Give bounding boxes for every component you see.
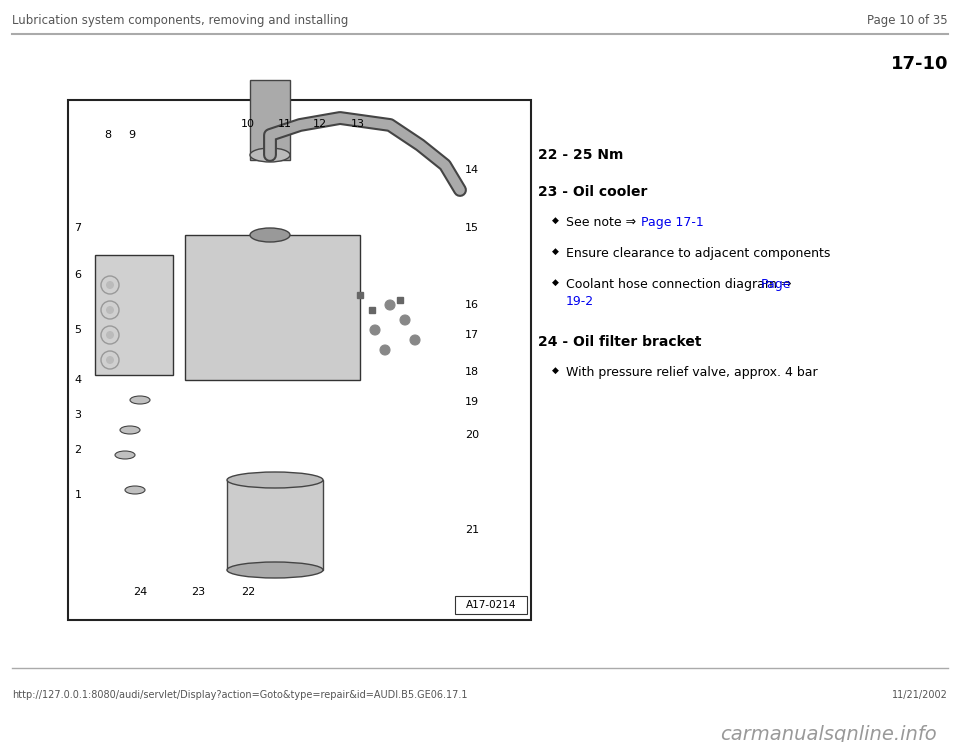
Bar: [250, 80, 290, 160]
Text: 13: 13: [351, 119, 365, 129]
Text: ◆: ◆: [552, 278, 559, 287]
Text: Page: Page: [761, 278, 791, 291]
Text: 7: 7: [75, 223, 82, 233]
Text: 20: 20: [465, 430, 479, 440]
Text: 11: 11: [278, 119, 292, 129]
Text: 23: 23: [191, 587, 205, 597]
Text: 12: 12: [313, 119, 327, 129]
Circle shape: [370, 325, 380, 335]
Text: Page 17-1: Page 17-1: [641, 216, 704, 229]
Text: 9: 9: [129, 130, 135, 140]
Bar: [185, 235, 360, 380]
Text: 14: 14: [465, 165, 479, 175]
Circle shape: [410, 335, 420, 345]
Text: Ensure clearance to adjacent components: Ensure clearance to adjacent components: [566, 247, 830, 260]
Circle shape: [380, 345, 390, 355]
Text: 18: 18: [465, 367, 479, 377]
Circle shape: [400, 315, 410, 325]
Ellipse shape: [115, 451, 135, 459]
Text: 15: 15: [465, 223, 479, 233]
Bar: [455, 596, 527, 614]
Circle shape: [106, 281, 114, 289]
Text: 22 - 25 Nm: 22 - 25 Nm: [538, 148, 623, 162]
Text: 23 - Oil cooler: 23 - Oil cooler: [538, 185, 647, 199]
Ellipse shape: [130, 396, 150, 404]
Text: 21: 21: [465, 525, 479, 535]
Text: 22: 22: [241, 587, 255, 597]
Ellipse shape: [125, 486, 145, 494]
Text: Lubrication system components, removing and installing: Lubrication system components, removing …: [12, 14, 348, 27]
Text: ◆: ◆: [552, 366, 559, 375]
Text: 4: 4: [75, 375, 82, 385]
Text: http://127.0.0.1:8080/audi/servlet/Display?action=Goto&type=repair&id=AUDI.B5.GE: http://127.0.0.1:8080/audi/servlet/Displ…: [12, 690, 468, 700]
Text: 16: 16: [465, 300, 479, 310]
Text: 1: 1: [75, 490, 82, 500]
Text: 8: 8: [105, 130, 111, 140]
Text: 24 - Oil filter bracket: 24 - Oil filter bracket: [538, 335, 702, 349]
Circle shape: [106, 306, 114, 314]
Text: 2: 2: [75, 445, 82, 455]
Text: ◆: ◆: [552, 247, 559, 256]
Bar: [227, 480, 323, 570]
Text: 10: 10: [241, 119, 255, 129]
Circle shape: [106, 356, 114, 364]
Text: With pressure relief valve, approx. 4 bar: With pressure relief valve, approx. 4 ba…: [566, 366, 818, 379]
Text: Page 10 of 35: Page 10 of 35: [868, 14, 948, 27]
Circle shape: [106, 331, 114, 339]
Text: 17-10: 17-10: [891, 55, 948, 73]
Text: carmanualsqnline.info: carmanualsqnline.info: [720, 725, 937, 742]
Text: See note ⇒: See note ⇒: [566, 216, 640, 229]
Bar: [68, 100, 531, 620]
Bar: [95, 255, 173, 375]
Text: 5: 5: [75, 325, 82, 335]
Text: ◆: ◆: [552, 216, 559, 225]
Text: 3: 3: [75, 410, 82, 420]
Text: A17-0214: A17-0214: [466, 600, 516, 610]
Ellipse shape: [250, 228, 290, 242]
Text: 19: 19: [465, 397, 479, 407]
Text: Coolant hose connection diagram ⇒: Coolant hose connection diagram ⇒: [566, 278, 796, 291]
Ellipse shape: [227, 562, 323, 578]
Text: 6: 6: [75, 270, 82, 280]
Ellipse shape: [250, 148, 290, 162]
Ellipse shape: [227, 472, 323, 488]
Ellipse shape: [120, 426, 140, 434]
Circle shape: [385, 300, 395, 310]
Text: 24: 24: [132, 587, 147, 597]
Text: 17: 17: [465, 330, 479, 340]
Text: 11/21/2002: 11/21/2002: [892, 690, 948, 700]
Text: 19-2: 19-2: [566, 295, 594, 308]
